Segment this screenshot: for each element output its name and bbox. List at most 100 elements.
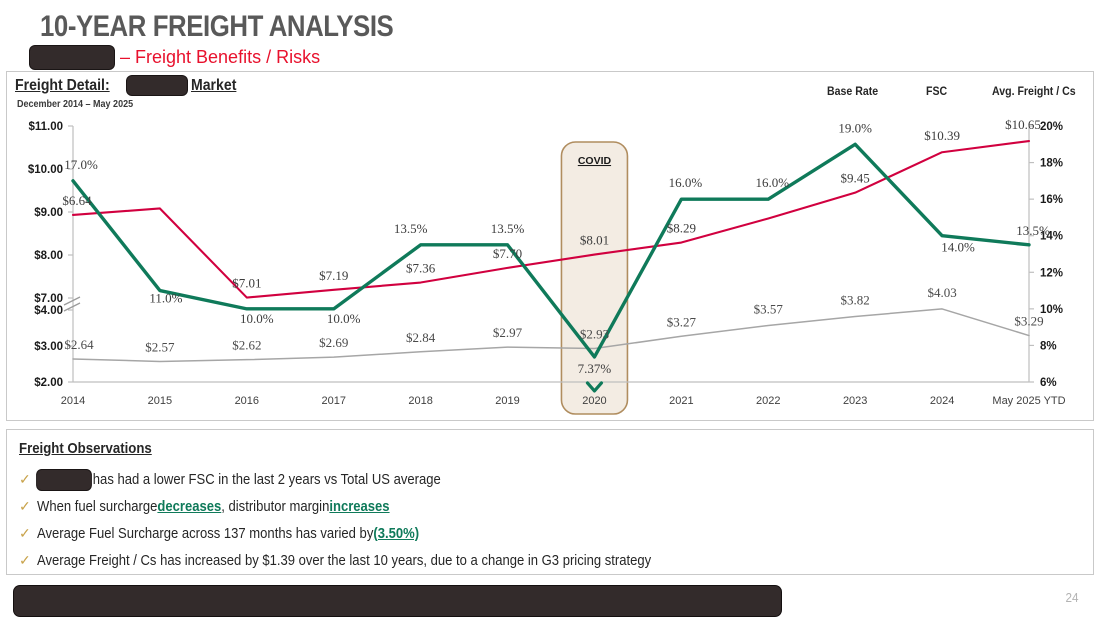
x-axis-tick-label: 2017 [321,395,345,407]
observation-fragment: , distributor margin [221,498,330,515]
x-axis-tick-label: 2014 [61,395,85,407]
data-label: $3.82 [841,292,870,307]
data-label: $7.01 [232,276,261,291]
axis-break-marker [63,296,81,312]
data-label: $7.19 [319,268,348,283]
check-icon: ✓ [19,471,31,487]
data-label: $4.03 [927,285,956,300]
redacted-market-name-badge [126,76,187,95]
data-label: $2.64 [64,337,94,352]
observations-title: Freight Observations [19,440,152,457]
data-label: 11.0% [149,291,182,306]
redacted-company-name-badge [30,46,114,69]
page-number: 24 [1064,590,1078,605]
check-icon: ✓ [19,498,31,514]
data-label: 10.0% [327,311,361,326]
data-label: 7.37% [578,361,612,376]
legend-item-fsc[interactable]: FSC [897,86,949,98]
right-axis-tick-label: 12% [1040,267,1063,279]
series-line-avg-freight-cs [72,308,1030,363]
x-axis-tick-label: 2019 [495,395,519,407]
chart-panel: Freight Detail: Market December 2014 – M… [6,71,1094,421]
legend-label-avg-freight: Avg. Freight / Cs [992,86,1076,98]
data-label: $2.97 [493,325,523,340]
left-axis-tick-label: $10.00 [28,164,63,176]
check-icon: ✓ [19,525,31,541]
down-chevron-icon [585,381,604,393]
chart-legend: Base Rate FSC Avg. Freight / Cs [798,86,1083,98]
observation-emphasis: decreases [157,498,222,515]
data-label: 13.5% [491,221,525,236]
data-label: $9.45 [841,171,870,186]
check-icon: ✓ [19,552,31,568]
observation-text: Average Fuel Surcharge across 137 months… [37,526,419,542]
right-axis-tick-label: 18% [1040,158,1063,170]
data-label: 13.5% [1016,223,1050,238]
legend-item-avg-freight[interactable]: Avg. Freight / Cs [963,86,1083,98]
data-label: 19.0% [838,120,872,135]
right-axis-tick-label: 16% [1040,194,1063,206]
left-axis-tick-label: $8.00 [34,250,63,262]
x-axis-tick-label: 2015 [148,395,172,407]
observation-fragment: Average Fuel Surcharge across 137 months… [37,525,374,542]
chart-title-suffix: Market [190,76,236,94]
right-axis-tick-label: 10% [1040,304,1063,316]
redacted-company-name-badge [37,469,91,490]
chart-title-prefix: Freight Detail: [15,76,110,94]
x-axis-tick-label: 2023 [843,395,867,407]
left-axis-tick-label: $3.00 [34,341,63,353]
data-label: $7.36 [406,261,436,276]
covid-band-label: COVID [578,155,612,167]
observation-emphasis: (3.50%) [373,525,420,542]
data-label: $10.65 [1005,117,1041,132]
right-axis-tick-label: 14% [1040,231,1063,243]
data-label: $2.93 [580,327,609,342]
observation-obs-avg-surcharge-variance: ✓ Average Fuel Surcharge across 137 month… [19,520,1083,547]
observation-obs-surcharge-margin: ✓ When fuel surcharge decreases, distrib… [19,493,1083,520]
observation-fragment: When fuel surcharge [37,498,158,515]
data-label: $8.01 [580,233,609,248]
x-axis-tick-label: 2021 [669,395,693,407]
x-axis-tick-label: 2016 [235,395,259,407]
chart-date-range: December 2014 – May 2025 [17,99,134,110]
subtitle-row: – Freight Benefits / Risks [30,46,320,69]
subtitle-text: – Freight Benefits / Risks [120,47,321,67]
data-label: $2.62 [232,338,261,353]
data-label: $6.64 [62,193,92,208]
left-axis-tick-label: $4.00 [34,305,63,317]
observation-emphasis: increases [329,498,390,515]
data-label: $7.70 [493,246,522,261]
data-label: 16.0% [669,175,703,190]
right-axis-tick-label: 6% [1040,377,1057,389]
chart-svg: COVID $11.00 $10.00 $9.00 $8.00 $7.00$4.00 $3.… [28,117,1066,415]
redacted-footer-banner [14,586,781,616]
left-axis-tick-label: $7.00 [34,293,63,305]
observation-text: When fuel surcharge decreases, distribut… [37,499,390,515]
chart-panel-header: Freight Detail: Market [15,76,242,95]
x-axis-tick-label: 2018 [408,395,432,407]
data-label: $2.69 [319,335,348,350]
observations-list: ✓ has had a lower FSC in the last 2 years… [19,466,1083,574]
right-axis-tick-label: 8% [1040,340,1057,352]
legend-item-base-rate[interactable]: Base Rate [798,86,883,98]
right-axis-tick-label: 20% [1040,121,1063,133]
legend-label-base-rate: Base Rate [827,86,879,98]
observation-obs-fsc-lower: ✓ has had a lower FSC in the last 2 years… [19,466,1083,493]
observation-text: has had a lower FSC in the last 2 years … [37,469,441,490]
data-label: 16.0% [755,175,789,190]
left-axis-tick-label: $9.00 [34,207,63,219]
data-label: $8.29 [667,221,696,236]
observations-panel: Freight Observations ✓ has had a lower FS… [6,429,1094,575]
observation-fragment: has had a lower FSC in the last 2 years … [92,471,441,488]
page-title: 10-YEAR FREIGHT ANALYSIS [40,10,394,43]
legend-label-fsc: FSC [926,86,948,98]
x-axis-tick-label: 2020 [582,395,606,407]
x-axis-tick-label: 2024 [930,395,954,407]
data-label: 14.0% [941,240,975,255]
series-line-fsc [71,142,1031,359]
series-line-base-rate [71,139,1031,299]
observation-obs-avg-freight-increase: ✓ Average Freight / Cs has increased by $… [19,547,1083,574]
x-axis-tick-label: 2022 [756,395,780,407]
data-label: 17.0% [64,157,98,172]
